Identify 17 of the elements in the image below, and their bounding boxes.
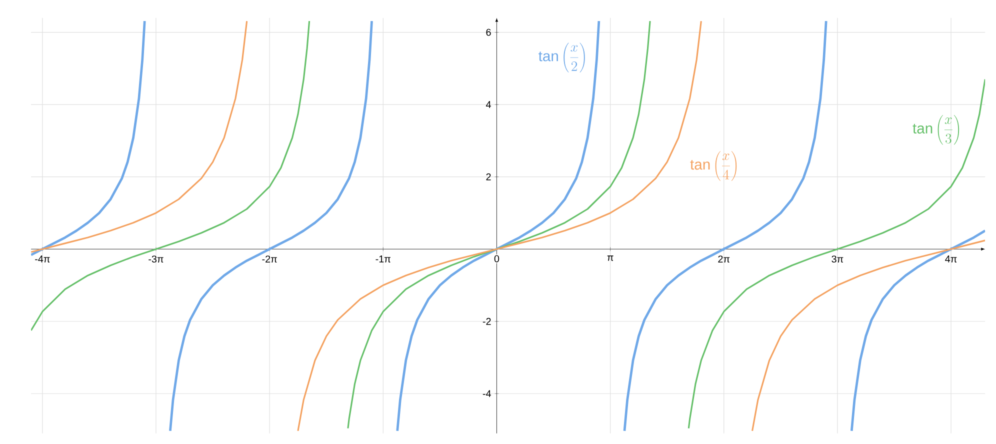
- x-tick-label: π: [607, 255, 614, 261]
- series-label: $\tan\left(\frac{x}{4}\right)$: [690, 151, 737, 181]
- y-tick-label: -4: [482, 390, 491, 397]
- x-tick-label: -2π: [262, 255, 277, 262]
- x-tick-label: -4π: [35, 255, 50, 262]
- x-tick-label: 3π: [832, 255, 844, 262]
- x-tick-label: 2π: [718, 255, 730, 262]
- x-tick-label: -1π: [376, 255, 390, 262]
- y-tick-label: 4: [486, 101, 491, 108]
- y-tick-label: 6: [486, 28, 491, 36]
- series-label: $\tan\left(\frac{x}{3}\right)$: [912, 114, 960, 145]
- y-tick-label: -2: [482, 318, 491, 325]
- x-tick-label: -3π: [148, 255, 164, 262]
- series-label: $\tan\left(\frac{x}{2}\right)$: [538, 42, 585, 72]
- x-tick-label: 0: [494, 255, 500, 262]
- x-tick-label: 4π: [945, 255, 957, 262]
- y-tick-label: 2: [486, 173, 491, 180]
